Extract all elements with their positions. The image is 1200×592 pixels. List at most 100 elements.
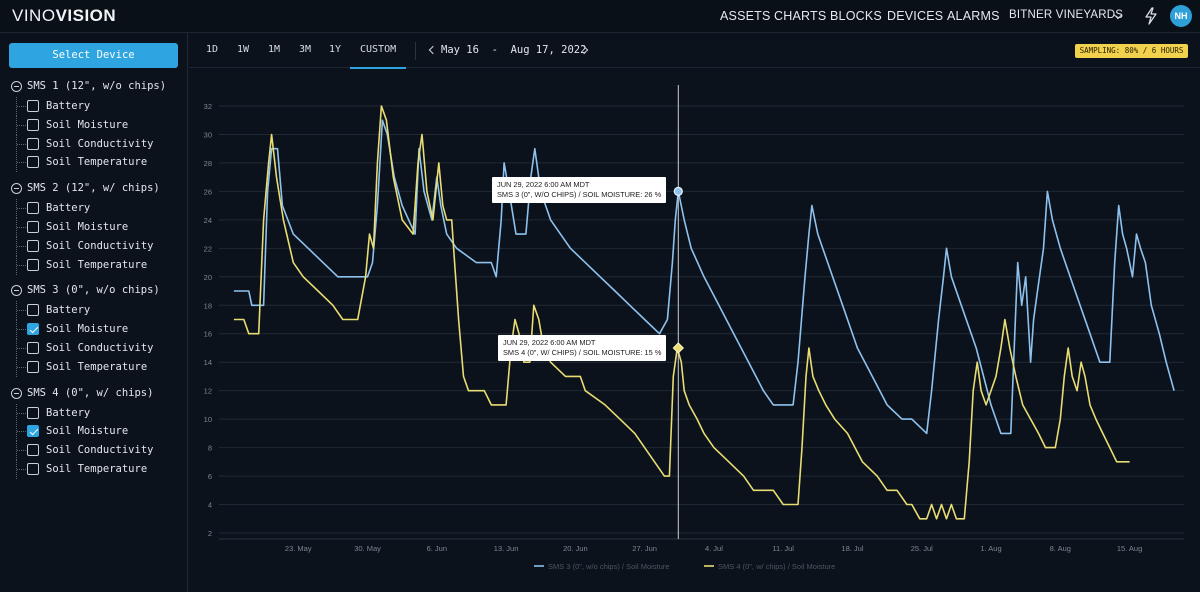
date-range-label[interactable]: May 16 - Aug 17, 2022 <box>441 44 586 56</box>
nav-devices[interactable]: DEVICES <box>887 9 944 23</box>
option-label: Soil Conductivity <box>46 239 154 252</box>
tree-connector <box>16 422 17 442</box>
device-group-sms4[interactable]: SMS 4 (0", w/ chips) <box>0 385 188 404</box>
sms3-soil-temperature-option[interactable]: Soil Temperature <box>0 357 188 377</box>
sms4-soil-temperature-option[interactable]: Soil Temperature <box>0 459 188 479</box>
checkbox[interactable] <box>27 202 39 215</box>
tree-connector <box>16 153 17 173</box>
nav-blocks[interactable]: BLOCKS <box>830 9 882 23</box>
nav-alarms[interactable]: ALARMS <box>947 9 1000 23</box>
checkbox[interactable] <box>27 220 39 233</box>
y-tick-label: 10 <box>204 415 212 424</box>
previous-range-icon[interactable] <box>428 45 438 55</box>
option-label: Soil Temperature <box>46 258 148 271</box>
sms4-soil-moisture-option[interactable]: Soil Moisture <box>0 422 188 442</box>
range-custom[interactable]: CUSTOM <box>350 44 407 69</box>
tree-connector <box>16 236 17 256</box>
date-start: May 16 <box>441 44 479 56</box>
sms3-battery-option[interactable]: Battery <box>0 301 188 321</box>
option-label: Soil Conductivity <box>46 444 154 457</box>
vinovision-logo[interactable]: VINOVISION <box>12 6 116 26</box>
tree-branch <box>17 143 26 145</box>
checkbox[interactable] <box>27 304 39 317</box>
device-group-label: SMS 2 (12", w/ chips) <box>27 182 160 195</box>
nav-assets[interactable]: ASSETS <box>720 9 771 23</box>
checkbox[interactable] <box>27 100 39 112</box>
user-avatar[interactable]: NH <box>1170 5 1192 27</box>
tree-branch <box>17 106 26 107</box>
tree-connector <box>16 320 17 340</box>
legend-item-label[interactable]: SMS 4 (0", w/ chips) / Soil Moisture <box>718 562 835 571</box>
sms2-soil-temperature-option[interactable]: Soil Temperature <box>0 255 188 275</box>
checkbox[interactable] <box>27 156 39 169</box>
y-tick-label: 18 <box>204 301 212 310</box>
collapse-icon[interactable] <box>11 81 22 92</box>
x-tick-label: 23. May <box>285 544 312 553</box>
device-group-label: SMS 1 (12", w/o chips) <box>27 80 167 92</box>
option-label: Battery <box>46 406 91 419</box>
logo-text-a: VINO <box>12 6 56 25</box>
sms2-soil-moisture-option[interactable]: Soil Moisture <box>0 217 188 237</box>
vineyard-selector[interactable]: BITNER VINEYARDS <box>1009 9 1124 21</box>
x-tick-label: 27. Jun <box>632 544 657 553</box>
tree-connector <box>16 301 17 321</box>
group-spacer <box>0 377 188 385</box>
y-tick-label: 6 <box>208 472 212 481</box>
checkbox[interactable] <box>27 137 39 150</box>
sms2-soil-conductivity-option[interactable]: Soil Conductivity <box>0 236 188 256</box>
checkbox[interactable] <box>27 425 39 438</box>
sms4-soil-conductivity-option[interactable]: Soil Conductivity <box>0 441 188 461</box>
legend-item-label[interactable]: SMS 3 (0", w/o chips) / Soil Moisture <box>548 562 669 571</box>
lightning-bolt-icon[interactable] <box>1144 7 1158 25</box>
series-line-sms3 <box>233 119 1175 435</box>
tree-branch <box>17 226 26 228</box>
checkbox[interactable] <box>27 406 39 419</box>
tooltip-sms3-text: SMS 3 (0", W/O CHIPS) / SOIL MOISTURE: 2… <box>497 190 662 199</box>
tree-branch <box>17 124 26 126</box>
nav-charts[interactable]: CHARTS <box>774 9 827 23</box>
y-tick-label: 30 <box>204 130 212 139</box>
select-device-button[interactable]: Select Device <box>9 43 178 68</box>
range-1d[interactable]: 1D <box>206 44 219 55</box>
tooltip-sms3-title: JUN 29, 2022 6:00 AM MDT <box>497 180 590 189</box>
sms2-battery-option[interactable]: Battery <box>0 199 188 219</box>
sms1-soil-conductivity-option[interactable]: Soil Conductivity <box>0 134 188 154</box>
collapse-icon[interactable] <box>11 183 22 195</box>
tree-connector <box>16 403 17 423</box>
sms4-battery-option[interactable]: Battery <box>0 403 188 423</box>
checkbox[interactable] <box>27 444 39 457</box>
range-1m[interactable]: 1M <box>268 44 281 55</box>
checkbox[interactable] <box>27 323 39 336</box>
device-group-sms1[interactable]: SMS 1 (12", w/o chips) <box>0 78 188 97</box>
checkbox[interactable] <box>27 462 39 475</box>
tree-branch <box>17 264 26 266</box>
tooltip-sms4-title: JUN 29, 2022 6:00 AM MDT <box>503 338 596 347</box>
tree-branch <box>17 366 26 368</box>
range-1y[interactable]: 1Y <box>329 44 342 55</box>
sms3-soil-moisture-option[interactable]: Soil Moisture <box>0 320 188 340</box>
sms1-soil-moisture-option[interactable]: Soil Moisture <box>0 115 188 135</box>
date-end: Aug 17, 2022 <box>510 44 587 56</box>
y-tick-label: 22 <box>204 244 212 253</box>
option-label: Battery <box>46 304 91 317</box>
checkbox[interactable] <box>27 258 39 271</box>
collapse-icon[interactable] <box>11 387 22 399</box>
checkbox[interactable] <box>27 341 39 354</box>
checkbox[interactable] <box>27 239 39 252</box>
device-group-sms3[interactable]: SMS 3 (0", w/o chips) <box>0 282 188 301</box>
checkbox[interactable] <box>27 118 39 131</box>
sms1-soil-temperature-option[interactable]: Soil Temperature <box>0 153 188 173</box>
sms1-battery-option[interactable]: Battery <box>0 97 188 116</box>
device-group-sms2[interactable]: SMS 2 (12", w/ chips) <box>0 180 188 199</box>
checkbox[interactable] <box>27 360 39 373</box>
option-label: Soil Temperature <box>46 360 148 373</box>
range-3m[interactable]: 3M <box>299 44 312 55</box>
group-spacer <box>0 274 188 282</box>
tree-connector <box>16 134 17 154</box>
range-1w[interactable]: 1W <box>237 44 250 55</box>
collapse-icon[interactable] <box>11 285 22 297</box>
sms3-soil-conductivity-option[interactable]: Soil Conductivity <box>0 338 188 358</box>
y-tick-label: 12 <box>204 387 212 396</box>
option-label: Battery <box>46 202 91 215</box>
